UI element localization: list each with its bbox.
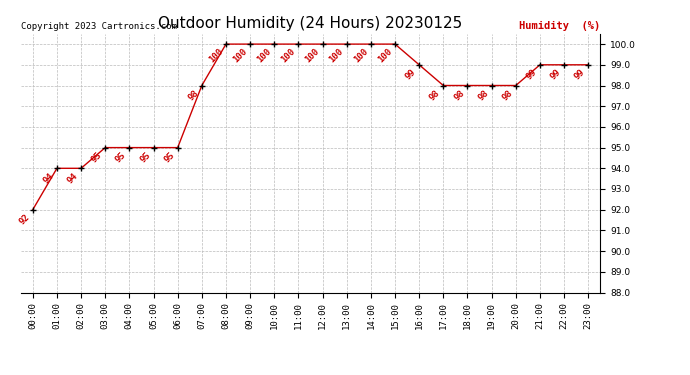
Text: 98: 98 (186, 88, 200, 102)
Text: 94: 94 (66, 171, 79, 185)
Text: Copyright 2023 Cartronics.com: Copyright 2023 Cartronics.com (21, 22, 177, 31)
Text: 99: 99 (549, 68, 562, 81)
Title: Outdoor Humidity (24 Hours) 20230125: Outdoor Humidity (24 Hours) 20230125 (159, 16, 462, 31)
Text: 95: 95 (90, 150, 104, 164)
Text: 98: 98 (476, 88, 490, 102)
Text: 98: 98 (428, 88, 442, 102)
Text: 99: 99 (524, 68, 538, 81)
Text: 100: 100 (279, 47, 297, 64)
Text: 98: 98 (500, 88, 514, 102)
Text: 98: 98 (452, 88, 466, 102)
Text: 95: 95 (138, 150, 152, 164)
Text: Humidity  (%): Humidity (%) (519, 21, 600, 31)
Text: 95: 95 (114, 150, 128, 164)
Text: 100: 100 (255, 47, 273, 64)
Text: 100: 100 (376, 47, 393, 64)
Text: 100: 100 (207, 47, 224, 64)
Text: 100: 100 (352, 47, 369, 64)
Text: 99: 99 (573, 68, 586, 81)
Text: 94: 94 (41, 171, 55, 185)
Text: 100: 100 (328, 47, 345, 64)
Text: 92: 92 (17, 213, 31, 226)
Text: 100: 100 (231, 47, 248, 64)
Text: 99: 99 (404, 68, 417, 81)
Text: 100: 100 (304, 47, 321, 64)
Text: 95: 95 (162, 150, 176, 164)
